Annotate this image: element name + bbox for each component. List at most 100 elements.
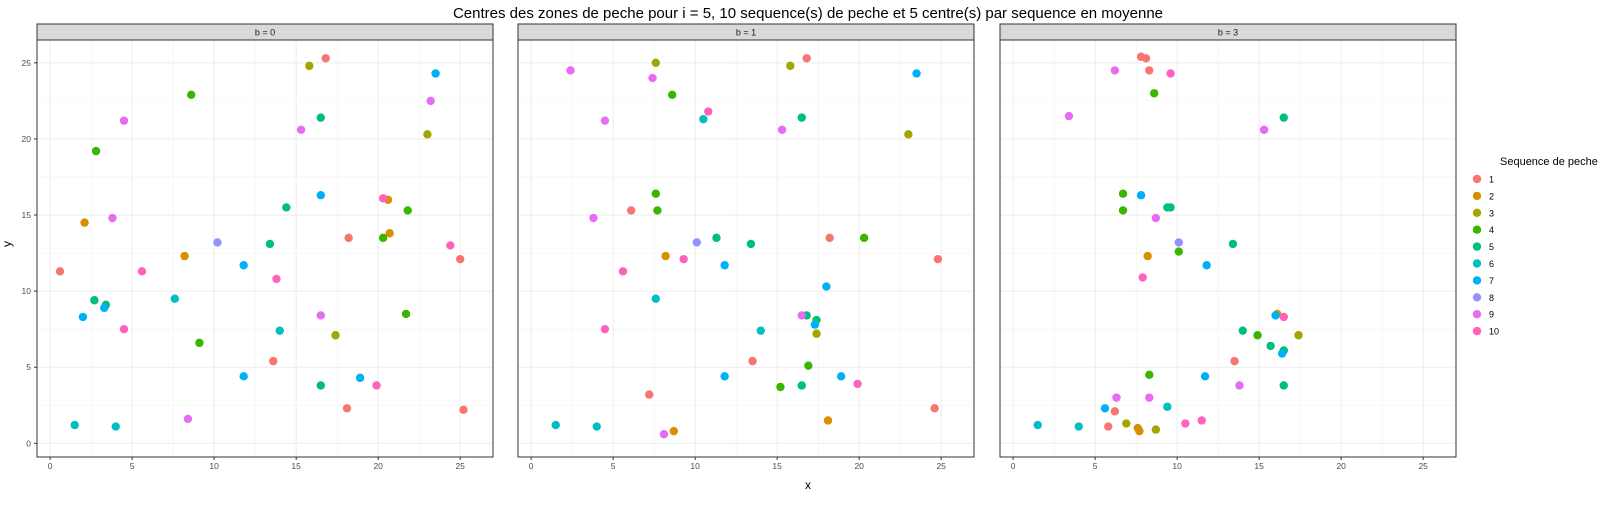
data-point-seq-5 — [746, 239, 756, 249]
y-tick-label: 10 — [22, 286, 32, 296]
data-point-seq-7 — [720, 372, 729, 381]
x-tick-label: 15 — [772, 461, 782, 471]
x-axis-label: x — [805, 478, 811, 492]
data-point-seq-9 — [1259, 125, 1269, 134]
data-point-seq-10 — [1138, 273, 1147, 282]
data-point-seq-7 — [1100, 404, 1110, 413]
data-point-seq-1 — [1110, 407, 1120, 416]
legend-label-6: 6 — [1489, 259, 1494, 269]
data-point-seq-4 — [195, 338, 204, 348]
legend-key-7 — [1472, 276, 1482, 285]
data-point-seq-8 — [1174, 238, 1183, 247]
data-point-seq-2 — [661, 251, 670, 261]
x-tick-label: 5 — [130, 461, 135, 471]
x-tick-label: 0 — [529, 461, 534, 471]
data-point-seq-3 — [423, 130, 432, 139]
data-point-seq-10 — [372, 381, 381, 390]
data-point-seq-1 — [321, 54, 330, 63]
x-tick-label: 15 — [291, 461, 301, 471]
data-point-seq-5 — [1238, 326, 1247, 335]
data-point-seq-1 — [1104, 422, 1113, 431]
data-point-seq-7 — [810, 320, 820, 329]
facet-strip-label: b = 3 — [1218, 28, 1238, 38]
data-point-seq-7 — [239, 261, 248, 270]
data-point-seq-3 — [331, 331, 340, 340]
data-point-seq-7 — [1271, 311, 1280, 320]
data-point-seq-1 — [1141, 54, 1151, 63]
x-tick-label: 5 — [611, 461, 616, 471]
legend-key-6 — [1472, 259, 1482, 268]
data-point-seq-6 — [70, 420, 79, 430]
data-point-seq-5 — [282, 203, 291, 212]
data-point-seq-7 — [912, 69, 921, 78]
data-point-seq-6 — [756, 326, 765, 335]
panel-border — [517, 39, 975, 458]
data-point-seq-6 — [275, 326, 284, 335]
x-tick-label: 15 — [1254, 461, 1264, 471]
data-point-seq-10 — [137, 267, 147, 276]
x-tick-label: 25 — [936, 461, 946, 471]
data-point-seq-3 — [812, 329, 821, 338]
data-point-seq-10 — [1166, 69, 1175, 78]
data-point-seq-5 — [797, 381, 806, 390]
data-point-seq-5 — [1228, 239, 1238, 249]
data-point-seq-6 — [1074, 422, 1083, 431]
legend-label-9: 9 — [1489, 310, 1494, 320]
data-point-seq-1 — [55, 267, 65, 276]
x-tick-label: 10 — [209, 461, 219, 471]
data-point-seq-4 — [653, 206, 662, 215]
data-point-seq-9 — [589, 213, 598, 223]
data-point-seq-10 — [600, 324, 610, 334]
legend-key-5 — [1472, 242, 1482, 251]
data-point-seq-6 — [111, 422, 120, 431]
data-point-seq-1 — [344, 233, 353, 243]
data-point-seq-7 — [836, 372, 846, 381]
data-point-seq-1 — [748, 356, 757, 366]
data-point-seq-1 — [825, 233, 834, 243]
x-tick-label: 20 — [373, 461, 383, 471]
data-point-seq-7 — [316, 191, 325, 200]
data-point-seq-9 — [1151, 213, 1161, 223]
data-point-seq-1 — [626, 206, 636, 215]
data-point-seq-6 — [651, 294, 660, 303]
data-point-seq-3 — [786, 61, 795, 71]
data-point-seq-6 — [699, 114, 708, 124]
data-point-seq-9 — [648, 73, 657, 83]
data-point-seq-9 — [659, 429, 669, 439]
x-tick-label: 20 — [854, 461, 864, 471]
data-point-seq-9 — [797, 311, 806, 320]
data-point-seq-1 — [930, 404, 939, 413]
y-tick-label: 20 — [22, 134, 32, 144]
data-point-seq-9 — [1064, 111, 1074, 121]
data-point-seq-2 — [1135, 426, 1144, 436]
data-point-seq-5 — [316, 113, 325, 122]
data-point-seq-1 — [1230, 356, 1239, 366]
data-point-seq-4 — [91, 146, 101, 156]
legend-title: Sequence de peche — [1500, 156, 1598, 168]
facet-strip-label: b = 1 — [736, 28, 756, 38]
x-tick-label: 25 — [455, 461, 465, 471]
data-point-seq-5 — [797, 113, 806, 122]
data-point-seq-4 — [667, 90, 677, 99]
data-point-seq-3 — [651, 58, 660, 68]
data-point-seq-10 — [1197, 416, 1206, 425]
data-point-seq-10 — [853, 379, 862, 389]
data-point-seq-2 — [180, 251, 189, 261]
legend-key-3 — [1472, 208, 1482, 217]
legend-label-5: 5 — [1489, 242, 1494, 252]
data-point-seq-2 — [669, 426, 679, 436]
data-point-seq-4 — [1253, 331, 1262, 340]
data-point-seq-6 — [1163, 402, 1172, 411]
data-point-seq-5 — [1166, 203, 1175, 212]
data-point-seq-10 — [679, 254, 688, 264]
data-point-seq-4 — [804, 361, 813, 370]
legend-key-8 — [1472, 293, 1482, 302]
data-point-seq-10 — [378, 194, 388, 203]
data-point-seq-5 — [316, 381, 325, 390]
data-point-seq-4 — [378, 233, 388, 243]
legend-label-3: 3 — [1489, 208, 1494, 218]
data-point-seq-8 — [213, 238, 222, 247]
data-point-seq-10 — [618, 267, 628, 276]
